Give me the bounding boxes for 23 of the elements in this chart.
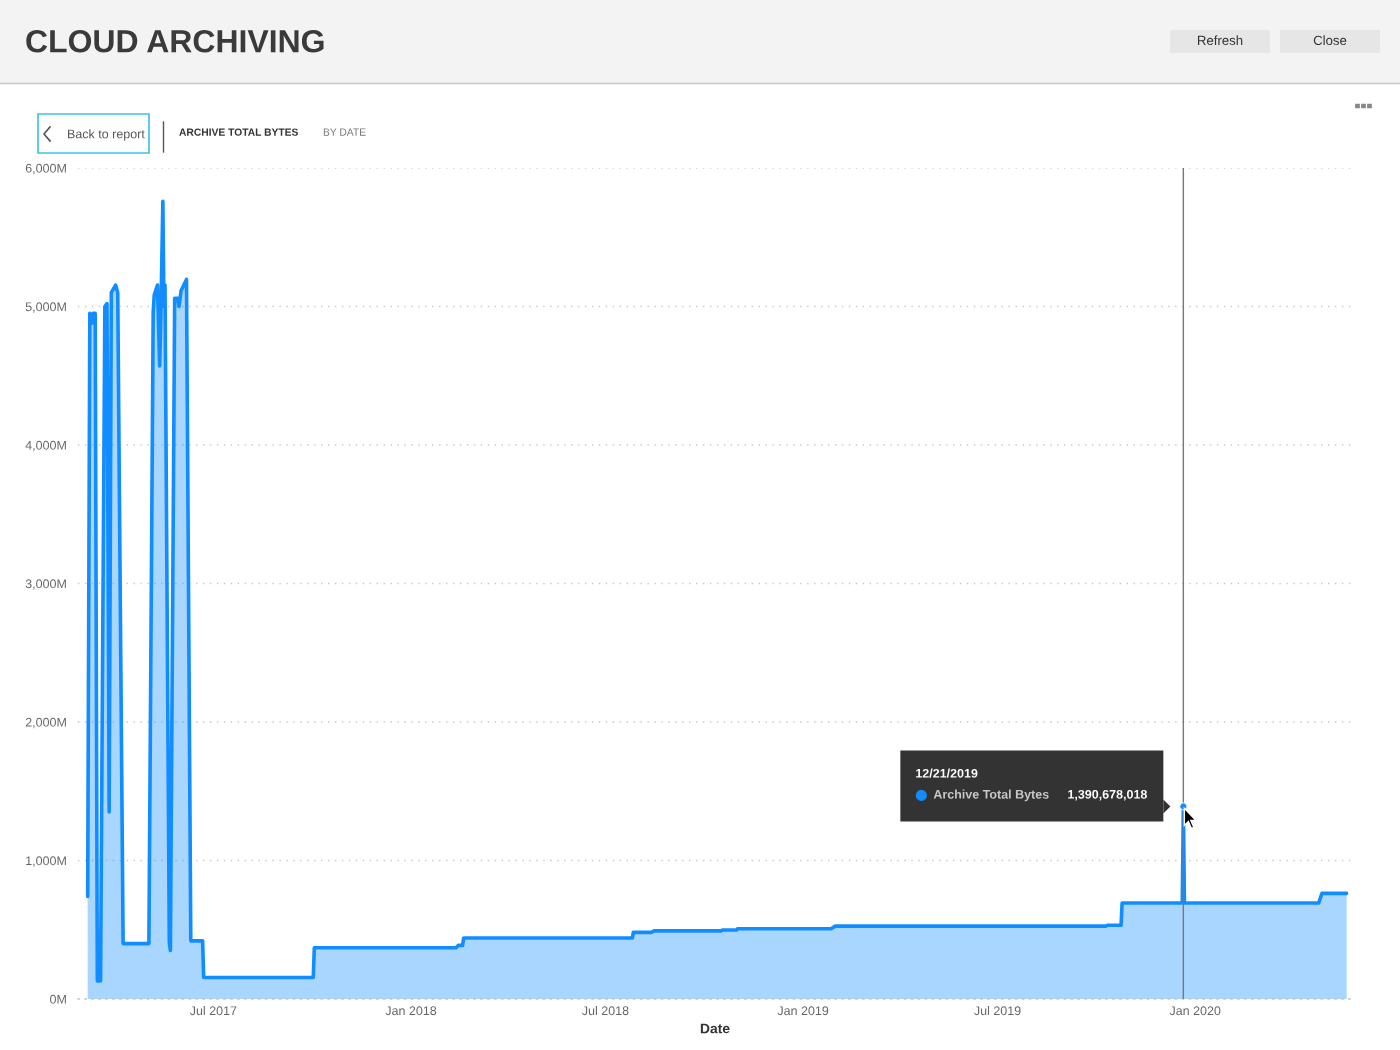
annotation: Archive Total Bytes bbox=[933, 789, 1049, 802]
chart-title: CLOUD ARCHIVING bbox=[26, 29, 324, 53]
annotation: 1,390,678,018 bbox=[1068, 789, 1147, 801]
x-tick-label: Jul 2018 bbox=[582, 1005, 629, 1016]
y-tick-label: 2,000M bbox=[25, 717, 66, 729]
y-tick-label: 4,000M bbox=[25, 440, 66, 452]
text: Refresh bbox=[1197, 35, 1243, 46]
chart-subtitle: ARCHIVE TOTAL BYTES bbox=[179, 128, 298, 136]
x-tick-label: Jul 2017 bbox=[189, 1005, 237, 1016]
x-tick-label: Jan 2020 bbox=[1169, 1006, 1221, 1016]
text: Back to report bbox=[68, 129, 145, 141]
x-axis-title: Date bbox=[700, 1023, 730, 1034]
x-tick-label: Jul 2019 bbox=[974, 1005, 1021, 1016]
x-tick-label: Jan 2018 bbox=[385, 1006, 437, 1016]
y-tick-label: 0M bbox=[50, 994, 66, 1004]
y-tick-label: 3,000M bbox=[25, 579, 66, 590]
x-tick-label: Jan 2019 bbox=[777, 1006, 829, 1016]
y-tick-label: 1,000M bbox=[26, 856, 66, 867]
y-tick-label: 6,000M bbox=[25, 163, 66, 175]
text: BY DATE bbox=[323, 128, 366, 136]
y-tick-label: 5,000M bbox=[25, 302, 66, 313]
annotation: 12/21/2019 bbox=[916, 768, 978, 778]
text: Close bbox=[1313, 35, 1347, 46]
